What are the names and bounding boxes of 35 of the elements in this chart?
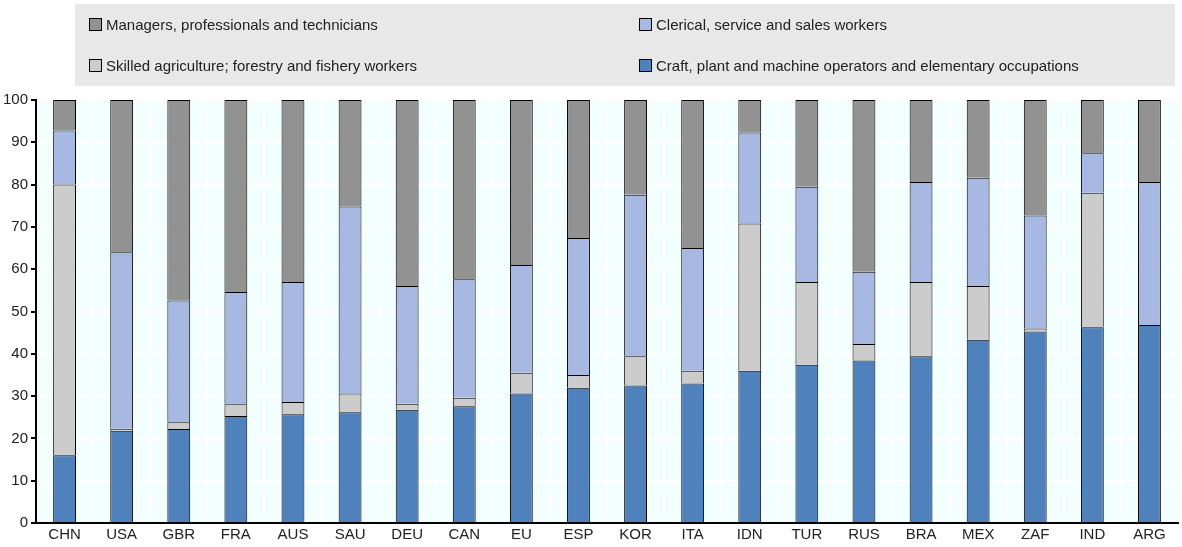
y-tick-label: 80 [11,174,29,192]
x-tick-label: USA [106,525,138,543]
x-tick-label: ITA [681,525,704,543]
x-tick-label: EU [510,525,532,543]
x-tick-label: SAU [334,525,366,543]
y-tick-label: 30 [11,386,29,404]
y-tick-label: 100 [3,90,29,108]
y-tick-label: 10 [11,470,29,488]
x-tick-label: FRA [220,525,251,543]
legend-label: Craft, plant and machine operators and elementary occupations [656,57,1079,74]
x-tick-label: MEX [961,525,995,543]
x-tick-label: ARG [1133,525,1166,543]
y-tick-label: 70 [11,217,29,235]
y-tick-label: 60 [11,259,29,277]
y-tick-label: 40 [11,343,29,361]
x-tick-label: AUS [277,525,309,543]
x-tick-label: IDN [736,525,763,543]
y-tick-label: 90 [11,132,29,150]
legend-label: Skilled agriculture; forestry and fishery workers [106,57,417,74]
legend-label: Clerical, service and sales workers [656,16,887,33]
x-tick-label: CAN [448,525,481,543]
x-tick-label: DEU [391,525,423,543]
x-tick-label: IND [1079,525,1106,543]
y-tick-label: 50 [11,301,29,319]
y-tick-label: 0 [19,513,29,531]
x-tick-label: GBR [162,525,196,543]
x-tick-label: RUS [848,525,880,543]
y-tick-label: 20 [11,428,29,446]
x-tick-label: CHN [48,525,81,543]
x-tick-label: ZAF [1021,525,1050,543]
x-tick-label: ESP [563,525,594,543]
x-tick-label: KOR [619,525,652,543]
x-tick-label: BRA [905,525,937,543]
x-tick-label: TUR [791,525,823,543]
legend-label: Managers, professionals and technicians [106,16,378,33]
